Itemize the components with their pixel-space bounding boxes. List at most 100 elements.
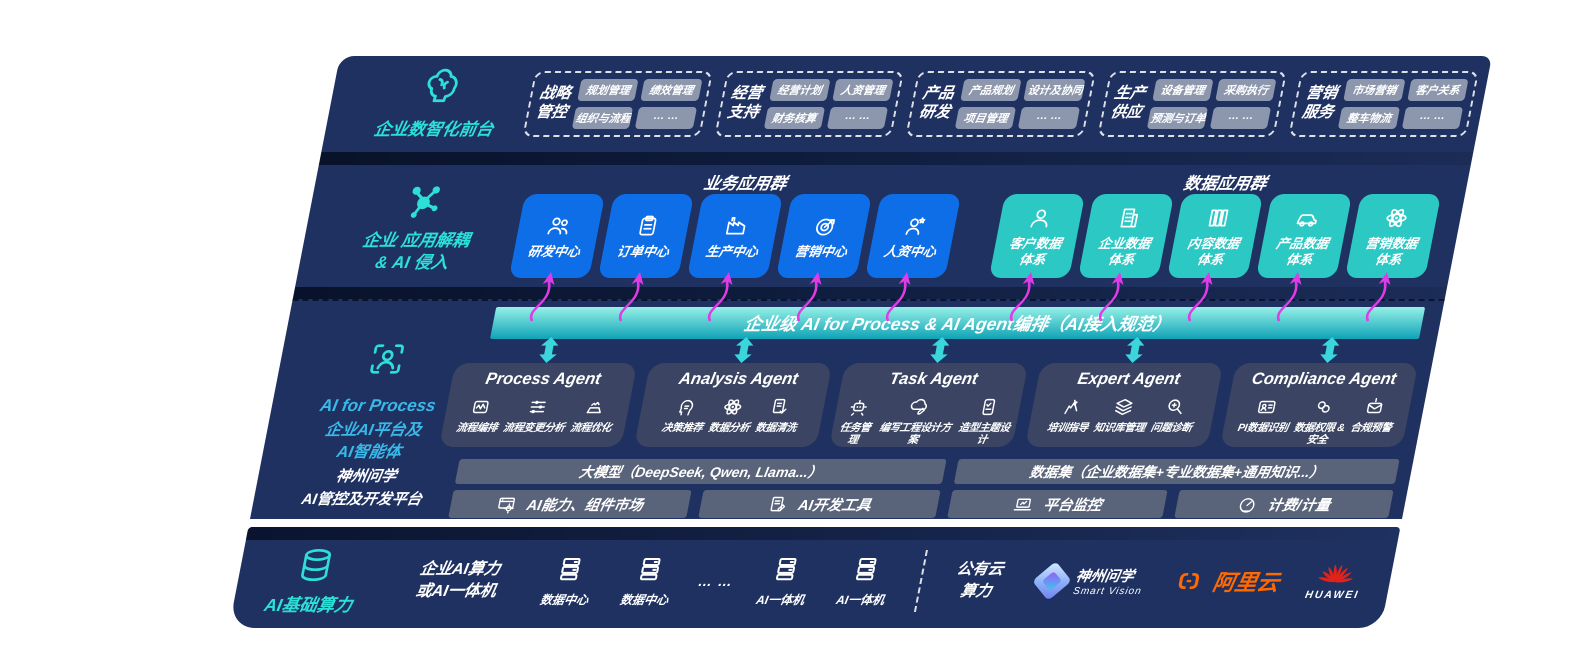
dashed-divider: [914, 549, 929, 612]
agent-capability-label: PI数据识别: [1236, 422, 1290, 434]
doc-pen-icon: [766, 494, 791, 515]
diagram-stage: 企业数智化前台 战略 管控 规划管理 绩效管理 组织与流程… … 经营 支持 经营计划 人资…: [228, 56, 1492, 628]
front-group-pill: 设计及协同: [1023, 79, 1086, 101]
data-app-box: 营销数据 体系: [1344, 194, 1442, 322]
up-arrow-icon: [1271, 270, 1311, 322]
models-header: 大模型（DeepSeek, Qwen, Llama...）: [454, 459, 947, 484]
database-icon: [292, 545, 340, 585]
front-group-pills: 市场营销 客户关系 整车物流… …: [1338, 79, 1469, 129]
models-group: 大模型（DeepSeek, Qwen, Llama...） AI能力、组件市场 A…: [448, 459, 947, 518]
agent-capability-label: 造型主题设计: [957, 422, 1011, 447]
band-edge: [318, 152, 1474, 165]
platform-cell-label: AI开发工具: [796, 497, 873, 514]
agent-capability: 流程编排: [455, 396, 503, 434]
agent-capability-label: 合规预警: [1349, 422, 1393, 434]
front-group-pill: 整车物流: [1338, 107, 1400, 129]
app-box-label: 客户数据 体系: [1008, 235, 1064, 267]
laptop-chart-icon: [1011, 494, 1036, 515]
front-group-pill: 规划管理: [577, 79, 639, 101]
smartvision-logo: 神州问学 Smart Vision: [1015, 560, 1167, 601]
front-group-pills: 产品规划 设计及协同 项目管理… …: [955, 79, 1086, 129]
agent-capability: 流程变更分析: [502, 396, 571, 434]
front-group-pill: 市场营销: [1343, 79, 1406, 101]
data-app-box: 客户数据 体系: [988, 194, 1086, 322]
front-group-pill: … …: [1018, 107, 1080, 129]
platform-cell: AI开发工具: [697, 490, 941, 518]
business-app-box: 订单中心: [597, 194, 695, 322]
agent-card: Process Agent 流程编排 流程变更分析 流程优化: [438, 337, 638, 447]
compute-node-label: AI一体机: [754, 592, 806, 607]
front-office-group: 经营 支持 经营计划 人资管理 财务核算… …: [713, 71, 905, 137]
diagnose-icon: [1162, 396, 1188, 418]
models-cells: AI能力、组件市场 AI开发工具: [448, 490, 941, 518]
business-app-box: 生产中心: [686, 194, 784, 322]
atom-icon: [720, 396, 746, 418]
alibaba-cloud-logo: 阿里云: [1161, 565, 1293, 597]
data-app-box: 内容数据 体系: [1166, 194, 1264, 322]
columns-icon: [1203, 205, 1234, 231]
sync-arrow-icon: [536, 337, 561, 363]
app-box-label: 营销数据 体系: [1364, 235, 1420, 267]
huawei-flower-icon: [1316, 560, 1357, 588]
front-office-band: 企业数智化前台 战略 管控 规划管理 绩效管理 组织与流程… … 经营 支持 经营计划 人资…: [321, 56, 1492, 152]
agent-capability: 流程优化: [569, 396, 617, 434]
compute-node: AI一体机: [739, 554, 829, 608]
app-layer-label: 企业 应用解耦 & AI 侵入: [334, 179, 505, 274]
sync-arrow-icon: [732, 337, 757, 363]
compute-node: 数据中心: [603, 554, 693, 608]
agent-capability-label: 任务管理: [838, 422, 872, 447]
front-group-pill: 经营计划: [768, 79, 831, 101]
compute-node-label: 数据中心: [538, 592, 590, 607]
agent-items: 决策推荐 数据分析 数据清洗: [641, 396, 823, 434]
front-office-groups: 战略 管控 规划管理 绩效管理 组织与流程… … 经营 支持 经营计划 人资管理 财务核算… …: [522, 56, 1482, 137]
front-group-pill: … …: [826, 107, 889, 129]
agent-title: Task Agent: [888, 370, 980, 388]
agent-capability: 决策推荐: [661, 396, 709, 434]
keys-icon: [1310, 396, 1336, 418]
front-group-pill: 项目管理: [955, 107, 1017, 129]
front-group-pill: 客户关系: [1406, 79, 1469, 101]
front-group-pills: 设备管理 采购执行 预测与订单… …: [1146, 79, 1277, 129]
agent-capability-label: 数据清洗: [754, 422, 798, 434]
agent-title: Expert Agent: [1076, 370, 1182, 388]
head-gear-icon: [673, 396, 699, 418]
data-apps-header: 数据应用群: [1182, 175, 1269, 193]
front-group-name: 战略 管控: [534, 85, 573, 121]
front-group-pill: … …: [1401, 107, 1464, 129]
agent-capability-label: 培训指导: [1045, 422, 1090, 434]
front-group-pill: 预测与订单: [1146, 107, 1209, 129]
compute-node-label: AI一体机: [834, 592, 886, 607]
compute-title: AI基础算力: [262, 594, 355, 615]
app-layer-title: 企业 应用解耦 & AI 侵入: [360, 231, 472, 273]
up-arrow-icon: [613, 270, 653, 322]
platform-cell-label: 计费/计量: [1266, 497, 1332, 514]
app-box-label: 内容数据 体系: [1186, 235, 1242, 267]
ai-platform-label: AI for Process 企业AI平台及 AI智能体: [287, 339, 471, 463]
front-office-group: 战略 管控 规划管理 绩效管理 组织与流程… …: [522, 71, 713, 137]
tablet-check-icon: [975, 396, 1001, 418]
layers-icon: [1110, 396, 1136, 418]
optimize-icon: [582, 396, 608, 418]
business-app-box: 营销中心: [775, 194, 873, 322]
agent-card: Analysis Agent 决策推荐 数据分析 数据清洗: [634, 337, 833, 447]
alibaba-cloud-icon: [1172, 568, 1207, 594]
agent-title: Compliance Agent: [1250, 370, 1398, 388]
alert-mail-icon: [1362, 396, 1388, 418]
business-app-box: 人资中心: [864, 194, 962, 322]
front-group-name: 经营 支持: [725, 85, 764, 121]
agent-capability-label: 知识库管理: [1092, 422, 1147, 434]
band-edge: [292, 287, 1448, 299]
agent-capability: 培训指导: [1046, 396, 1094, 434]
brain-icon: [417, 64, 467, 106]
molecule-icon: [398, 179, 451, 223]
users-icon: [543, 213, 574, 239]
agent-title: Analysis Agent: [677, 370, 800, 388]
compute-band: AI基础算力 企业AI算力 或AI一体机 数据中心 数据中心 … … AI一体机 AI一…: [228, 527, 1401, 628]
up-arrow-icon: [791, 270, 831, 322]
agent-capability-label: 问题诊断: [1149, 422, 1193, 434]
platform-cell: 计费/计量: [1173, 490, 1394, 518]
agent-capability: 造型主题设计: [954, 396, 1018, 446]
agent-capability-label: 编写工程设计方案: [878, 422, 953, 447]
data-app-box: 企业数据 体系: [1077, 194, 1175, 322]
agent-capability-label: 流程编排: [455, 422, 499, 434]
